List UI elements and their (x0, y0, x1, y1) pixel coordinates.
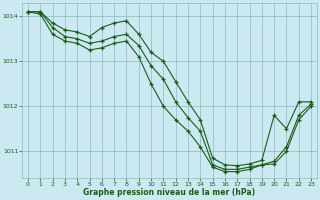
X-axis label: Graphe pression niveau de la mer (hPa): Graphe pression niveau de la mer (hPa) (84, 188, 256, 197)
